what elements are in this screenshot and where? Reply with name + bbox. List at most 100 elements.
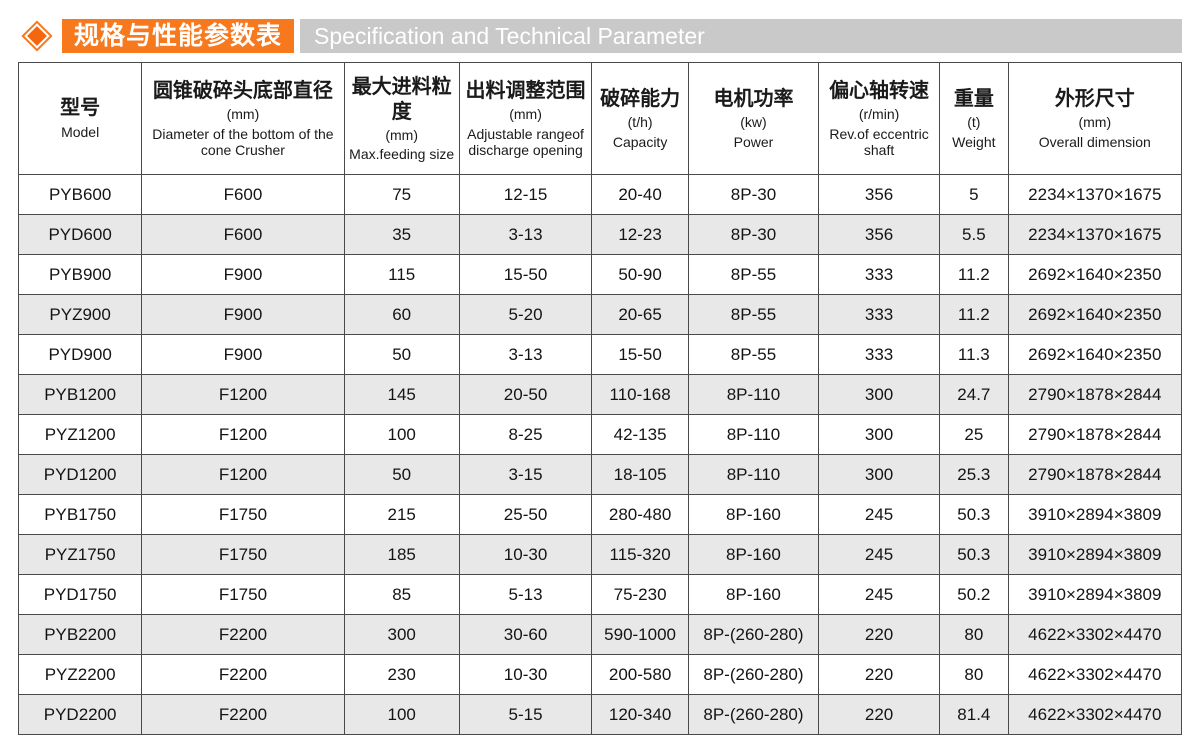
table-cell: 245 — [818, 534, 941, 575]
table-cell: 8P-110 — [687, 414, 820, 455]
col-header-cn: 最大进料粒度 — [351, 75, 452, 123]
col-header-unit: (kw) — [740, 114, 767, 131]
table-cell: PYD2200 — [17, 694, 143, 735]
table-cell: 8P-(260-280) — [687, 654, 820, 695]
table-cell: F2200 — [141, 654, 345, 695]
table-cell: 245 — [818, 494, 941, 535]
col-header-max-feeding-size: 最大进料粒度 (mm) Max.feeding size — [343, 62, 460, 175]
table-cell: 8-25 — [458, 414, 593, 455]
table-cell: 30-60 — [458, 614, 593, 655]
table-cell: F2200 — [141, 614, 345, 655]
table-cell: 333 — [818, 254, 941, 295]
section-title-english: Specification and Technical Parameter — [300, 19, 1182, 53]
col-header-cn: 圆锥破碎头底部直径 — [152, 80, 333, 103]
col-header-cn: 出料调整范围 — [465, 80, 586, 103]
table-cell: 10-30 — [458, 534, 593, 575]
table-cell: PYB2200 — [17, 614, 143, 655]
table-row: PYD2200 F2200 100 5-15 120-340 8P-(260-280) 22… — [17, 694, 1183, 735]
table-cell: 50-90 — [591, 254, 689, 295]
table-cell: 20-40 — [591, 174, 689, 215]
table-cell: PYZ900 — [17, 294, 143, 335]
table-row: PYD1750 F1750 85 5-13 75-230 8P-160 245 50.2 391… — [17, 574, 1183, 615]
section-title-chinese: 规格与性能参数表 — [62, 19, 295, 53]
table-cell: 25.3 — [939, 454, 1009, 495]
table-cell: 3-13 — [458, 334, 593, 375]
table-cell: 115 — [343, 254, 460, 295]
table-cell: F900 — [141, 254, 345, 295]
table-cell: 50.3 — [939, 494, 1009, 535]
diamond-icon — [21, 20, 53, 52]
table-cell: 8P-160 — [687, 574, 820, 615]
table-cell: 333 — [818, 334, 941, 375]
table-cell: 8P-110 — [687, 374, 820, 415]
table-cell: PYD900 — [17, 334, 143, 375]
table-cell: 11.3 — [939, 334, 1009, 375]
col-header-en: Adjustable rangeof discharge opening — [467, 125, 584, 158]
col-header-unit: (mm) — [1078, 114, 1112, 131]
table-cell: PYD1200 — [17, 454, 143, 495]
table-cell: 50.3 — [939, 534, 1009, 575]
col-header-en: Capacity — [612, 133, 668, 150]
table-body: PYB600 F600 75 12-15 20-40 8P-30 356 5 2234×1370… — [17, 174, 1183, 735]
table-cell: 2790×1878×2844 — [1007, 374, 1183, 415]
table-cell: 75-230 — [591, 574, 689, 615]
table-cell: PYD1750 — [17, 574, 143, 615]
table-cell: 8P-(260-280) — [687, 614, 820, 655]
table-cell: 120-340 — [591, 694, 689, 735]
table-cell: 8P-160 — [687, 494, 820, 535]
table-cell: 3-15 — [458, 454, 593, 495]
table-cell: 333 — [818, 294, 941, 335]
table-cell: 75 — [343, 174, 460, 215]
col-header-cn: 破碎能力 — [600, 88, 681, 111]
table-cell: 50 — [343, 454, 460, 495]
table-cell: 8P-(260-280) — [687, 694, 820, 735]
table-row: PYB1200 F1200 145 20-50 110-168 8P-110 300 24.7… — [17, 374, 1183, 415]
table-cell: 230 — [343, 654, 460, 695]
table-cell: F2200 — [141, 694, 345, 735]
table-row: PYZ900 F900 60 5-20 20-65 8P-55 333 11.2 2692×16… — [17, 294, 1183, 335]
table-cell: 100 — [343, 414, 460, 455]
col-header-en: Overall dimension — [1038, 133, 1151, 150]
table-cell: 12-15 — [458, 174, 593, 215]
table-cell: 5.5 — [939, 214, 1009, 255]
table-cell: 80 — [939, 654, 1009, 695]
col-header-overall-dimension: 外形尺寸 (mm) Overall dimension — [1007, 62, 1183, 175]
table-cell: 8P-110 — [687, 454, 820, 495]
col-header-cone-bottom-diameter: 圆锥破碎头底部直径 (mm) Diameter of the bottom of… — [141, 62, 345, 175]
table-cell: PYZ2200 — [17, 654, 143, 695]
table-row: PYB1750 F1750 215 25-50 280-480 8P-160 245 50.3… — [17, 494, 1183, 535]
col-header-discharge-range: 出料调整范围 (mm) Adjustable rangeof discharge… — [458, 62, 593, 175]
col-header-cn: 重量 — [953, 88, 994, 111]
col-header-unit: (t/h) — [627, 114, 653, 131]
table-cell: 2790×1878×2844 — [1007, 414, 1183, 455]
table-cell: F1200 — [141, 374, 345, 415]
table-row: PYZ2200 F2200 230 10-30 200-580 8P-(260-280) 2… — [17, 654, 1183, 695]
col-header-en: Power — [733, 133, 774, 150]
table-cell: 5-13 — [458, 574, 593, 615]
table-cell: 300 — [818, 414, 941, 455]
col-header-en: Max.feeding size — [349, 146, 455, 163]
table-cell: 8P-160 — [687, 534, 820, 575]
table-cell: 50 — [343, 334, 460, 375]
col-header-cn: 型号 — [60, 97, 101, 120]
table-cell: 220 — [818, 694, 941, 735]
table-cell: 11.2 — [939, 254, 1009, 295]
table-cell: PYB1750 — [17, 494, 143, 535]
table-cell: F1200 — [141, 454, 345, 495]
col-header-eccentric-shaft-speed: 偏心轴转速 (r/min) Rev.of eccentric shaft — [818, 62, 941, 175]
table-cell: 220 — [818, 654, 941, 695]
table-cell: 80 — [939, 614, 1009, 655]
table-cell: 8P-55 — [687, 254, 820, 295]
table-cell: F1200 — [141, 414, 345, 455]
col-header-unit: (mm) — [385, 126, 419, 143]
table-cell: 5 — [939, 174, 1009, 215]
col-header-unit: (t) — [967, 114, 981, 131]
table-cell: 4622×3302×4470 — [1007, 614, 1183, 655]
table-cell: 81.4 — [939, 694, 1009, 735]
col-header-cn: 外形尺寸 — [1054, 88, 1135, 111]
table-cell: 110-168 — [591, 374, 689, 415]
table-cell: F600 — [141, 174, 345, 215]
col-header-unit: (mm) — [509, 106, 542, 123]
col-header-en: Model — [61, 124, 100, 141]
